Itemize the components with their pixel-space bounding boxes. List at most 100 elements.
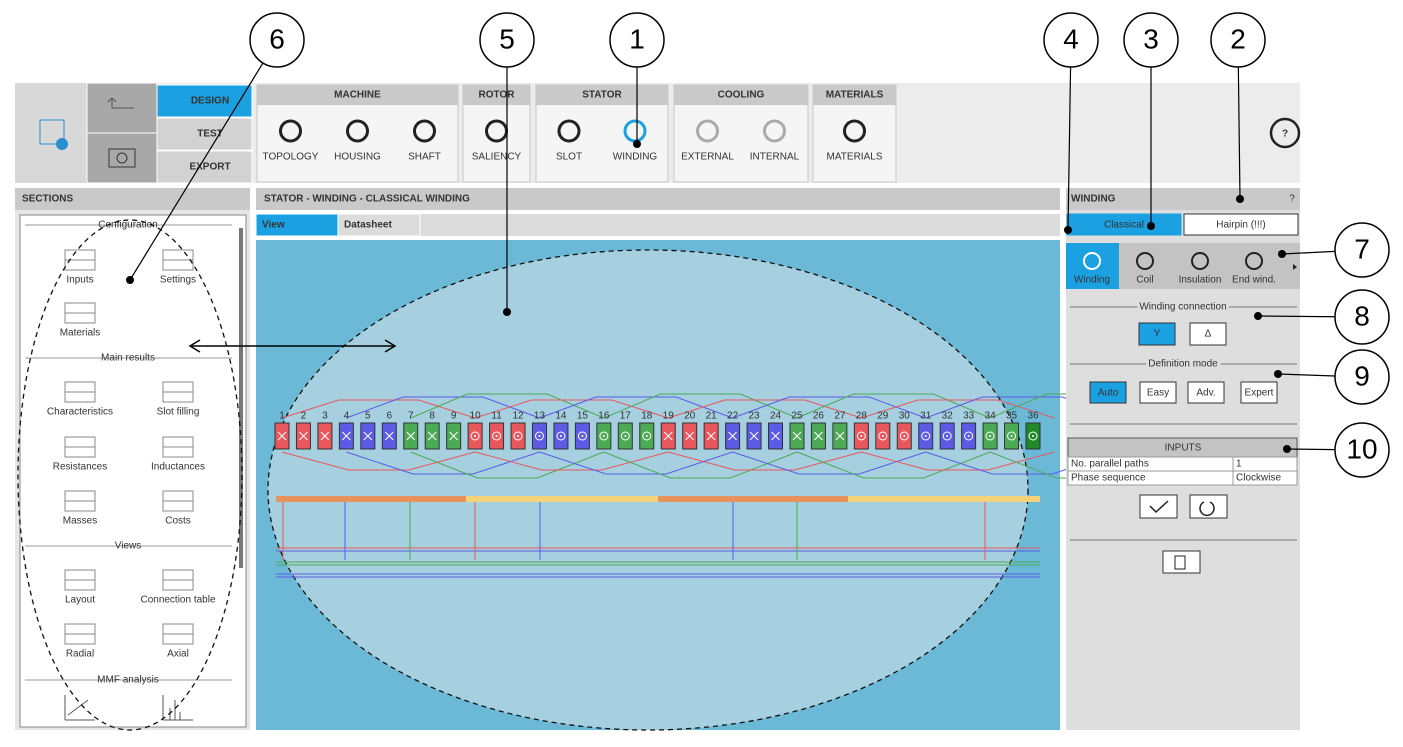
- camera-btn[interactable]: [86, 132, 158, 184]
- tab-label[interactable]: Coil: [1136, 275, 1153, 286]
- connection-label[interactable]: Y: [1154, 329, 1161, 340]
- tab-label[interactable]: Datasheet: [344, 220, 392, 231]
- group-title: MACHINE: [334, 90, 381, 101]
- mode-button[interactable]: [156, 84, 253, 118]
- mode-label[interactable]: TEST: [197, 129, 223, 140]
- exit-button[interactable]: [1162, 550, 1201, 574]
- item-icon: [346, 119, 369, 143]
- slot-dot-center: [517, 435, 520, 437]
- type-label[interactable]: Classical: [1104, 220, 1144, 231]
- end-winding: [410, 393, 605, 419]
- item-button[interactable]: [676, 108, 739, 180]
- slot-cross: [814, 431, 823, 441]
- end-winding: [861, 399, 1055, 419]
- slot-number: 3: [322, 411, 328, 422]
- slot-number: 33: [963, 411, 975, 422]
- apply-button[interactable]: [1139, 494, 1178, 519]
- mode-label[interactable]: EXPORT: [189, 162, 230, 173]
- slot-number: 4: [344, 411, 350, 422]
- type-label[interactable]: Hairpin (!!!): [1216, 220, 1265, 231]
- item-button[interactable]: [326, 108, 389, 180]
- slot-cross: [685, 431, 695, 441]
- view-tab[interactable]: [337, 213, 421, 237]
- item-button[interactable]: [538, 108, 600, 180]
- slot-dot-center: [881, 435, 884, 437]
- help-label[interactable]: ?: [1282, 129, 1288, 140]
- mode-label[interactable]: Expert: [1245, 388, 1274, 399]
- connection-button[interactable]: [1138, 322, 1176, 346]
- slot-number: 19: [663, 411, 675, 422]
- apply-icon: [1149, 500, 1169, 514]
- tab-label[interactable]: View: [262, 220, 285, 231]
- mode-label[interactable]: Easy: [1147, 388, 1169, 399]
- tab-label[interactable]: End wind.: [1232, 275, 1276, 286]
- slot-number: 1: [279, 411, 285, 422]
- mode-label[interactable]: Adv.: [1196, 388, 1215, 399]
- slot-dot-center: [602, 435, 605, 437]
- tab-arrow: [1293, 264, 1297, 270]
- tab-label[interactable]: Winding: [1074, 275, 1110, 286]
- slot-cross: [427, 431, 437, 441]
- callout-circle: [249, 12, 305, 68]
- tab-label[interactable]: Insulation: [1179, 275, 1222, 286]
- slot-dot-center: [946, 435, 949, 437]
- mode-button[interactable]: [1240, 381, 1278, 404]
- input-value[interactable]: 1: [1236, 459, 1242, 470]
- slot-dot: [534, 431, 544, 441]
- item-button[interactable]: [393, 108, 456, 180]
- section-label: Inductances: [151, 462, 205, 473]
- slot-dot: [856, 431, 866, 441]
- mode-label[interactable]: DESIGN: [191, 96, 229, 107]
- callout-circle: [1334, 349, 1390, 405]
- group-title: ROTOR: [479, 90, 516, 101]
- item-icon: [843, 119, 866, 143]
- mode-button[interactable]: [156, 150, 253, 184]
- slot-number: 7: [408, 411, 414, 422]
- callout-number: 2: [1230, 23, 1246, 54]
- tab-icon: [1083, 252, 1101, 270]
- section-label: Costs: [165, 516, 191, 527]
- panel-help[interactable]: ?: [1289, 194, 1295, 205]
- slot-dot: [1007, 431, 1017, 441]
- section-label: Layout: [65, 595, 95, 606]
- slot-number: 8: [429, 411, 435, 422]
- item-button[interactable]: [743, 108, 806, 180]
- group-title: Configuration: [98, 220, 157, 231]
- reset-button[interactable]: [1189, 494, 1228, 519]
- mode-button[interactable]: [1089, 381, 1127, 404]
- mode-button[interactable]: [1187, 381, 1225, 404]
- leader-dot: [633, 140, 641, 148]
- connection-label[interactable]: Δ: [1205, 329, 1212, 340]
- slot-dot-center: [495, 435, 498, 437]
- help-icon: [1269, 117, 1301, 149]
- mode-button[interactable]: [1139, 381, 1177, 404]
- item-button[interactable]: [259, 108, 322, 180]
- mode-button[interactable]: [156, 117, 253, 151]
- save-area[interactable]: [15, 83, 87, 183]
- callout-circle: [479, 12, 535, 68]
- type-button[interactable]: [1066, 213, 1182, 236]
- leader-dot: [1283, 445, 1291, 453]
- item-label: MATERIALS: [827, 152, 883, 163]
- item-icon: [557, 119, 581, 143]
- slot-dot: [985, 431, 995, 441]
- end-winding: [474, 451, 669, 471]
- item-button[interactable]: [815, 108, 894, 180]
- input-name: No. parallel paths: [1071, 459, 1149, 470]
- undo-icon: [107, 97, 134, 109]
- slot-number: 12: [512, 411, 524, 422]
- section-label: Characteristics: [47, 407, 113, 418]
- connection-button[interactable]: [1189, 322, 1227, 346]
- end-winding: [796, 451, 991, 479]
- item-button[interactable]: [465, 108, 528, 180]
- slot-dot-center: [903, 435, 906, 437]
- section-label: Slot filling: [157, 407, 200, 418]
- slot-dot: [577, 431, 587, 441]
- slot-number: 16: [598, 411, 610, 422]
- winding-tab[interactable]: [1066, 243, 1119, 289]
- mode-label[interactable]: Auto: [1098, 388, 1119, 399]
- item-label: SALIENCY: [472, 152, 522, 163]
- type-button[interactable]: [1183, 213, 1299, 236]
- leader-line: [1277, 373, 1336, 377]
- input-value[interactable]: Clockwise: [1236, 473, 1281, 484]
